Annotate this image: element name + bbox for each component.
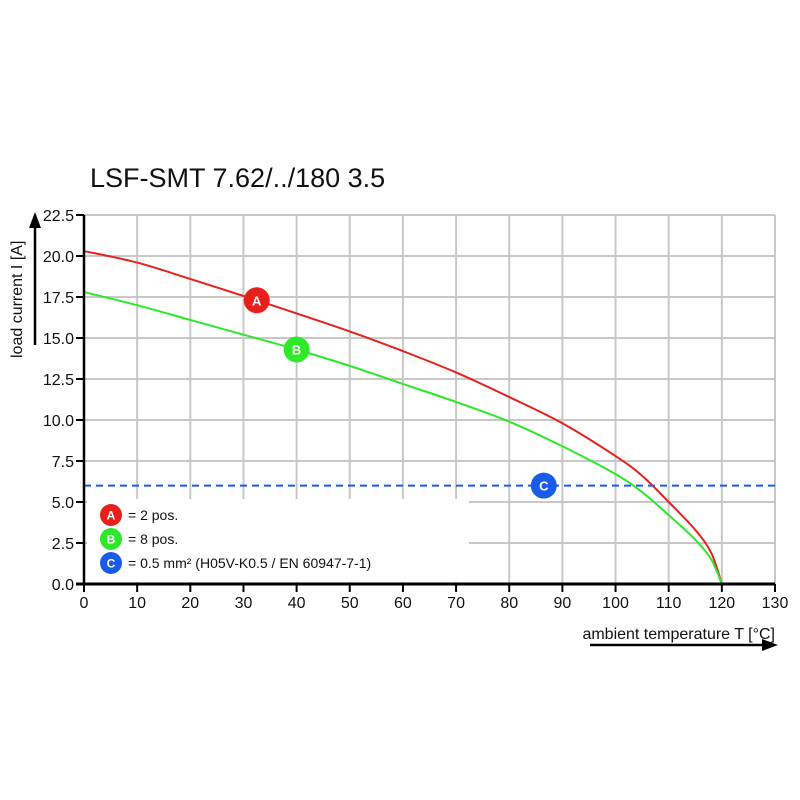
x-tick-label: 80 xyxy=(500,595,518,612)
x-tick-label: 100 xyxy=(602,595,629,612)
legend-badge-letter: C xyxy=(107,557,116,571)
legend-badge-letter: B xyxy=(107,533,116,547)
y-tick-label: 20.0 xyxy=(43,249,74,266)
x-tick-label: 90 xyxy=(553,595,571,612)
marker-C xyxy=(530,472,557,499)
y-axis-arrowhead xyxy=(29,212,41,228)
y-tick-label: 7.5 xyxy=(52,454,74,471)
series-line-B xyxy=(83,291,723,585)
x-tick-label: 110 xyxy=(656,595,682,612)
x-tick-label: 10 xyxy=(128,595,146,612)
marker-B xyxy=(283,336,310,363)
x-axis-label: ambient temperature T [°C] xyxy=(582,626,775,643)
series-line-A xyxy=(83,250,723,585)
x-tick-label: 60 xyxy=(394,595,412,612)
y-tick-label: 0.0 xyxy=(52,577,74,594)
x-tick-label: 130 xyxy=(762,595,789,612)
y-tick-label: 2.5 xyxy=(52,536,74,553)
legend-badge-letter: A xyxy=(107,509,116,523)
chart-title: LSF-SMT 7.62/../180 3.5 xyxy=(90,163,385,193)
x-tick-label: 120 xyxy=(708,595,735,612)
legend-label-C: = 0.5 mm² (H05V-K0.5 / EN 60947-7-1) xyxy=(128,555,371,571)
x-tick-label: 50 xyxy=(341,595,359,612)
y-tick-label: 17.5 xyxy=(43,290,74,307)
y-tick-label: 22.5 xyxy=(43,208,74,225)
legend-badge-C xyxy=(100,552,122,574)
x-tick-label: 20 xyxy=(181,595,199,612)
y-tick-label: 10.0 xyxy=(43,413,74,430)
marker-letter: B xyxy=(292,342,301,357)
y-axis-label: load current I [A] xyxy=(9,241,26,358)
marker-letter: C xyxy=(539,479,549,494)
y-tick-label: 12.5 xyxy=(43,372,74,389)
legend-badge-B xyxy=(100,528,122,550)
marker-letter: A xyxy=(252,293,262,308)
x-tick-label: 0 xyxy=(80,595,89,612)
legend-label-A: = 2 pos. xyxy=(128,507,178,523)
y-tick-label: 5.0 xyxy=(52,495,74,512)
legend-label-B: = 8 pos. xyxy=(128,531,178,547)
series-layer xyxy=(83,250,775,585)
x-tick-label: 70 xyxy=(447,595,465,612)
x-tick-label: 40 xyxy=(288,595,306,612)
legend-box xyxy=(87,499,469,582)
marker-A xyxy=(243,287,270,314)
legend-badge-A xyxy=(100,504,122,526)
y-tick-label: 15.0 xyxy=(43,331,74,348)
markers-layer: A B C xyxy=(243,287,557,499)
x-axis-arrowhead xyxy=(762,639,778,651)
x-tick-label: 30 xyxy=(235,595,253,612)
legend: A = 2 pos. B = 8 pos. C = 0.5 mm² (H05V-K0.5 … xyxy=(87,499,469,582)
axes: 0 10 20 30 40 50 60 70 80 90 100 110 120 130 0.0 2.5 5.0… xyxy=(29,208,788,651)
